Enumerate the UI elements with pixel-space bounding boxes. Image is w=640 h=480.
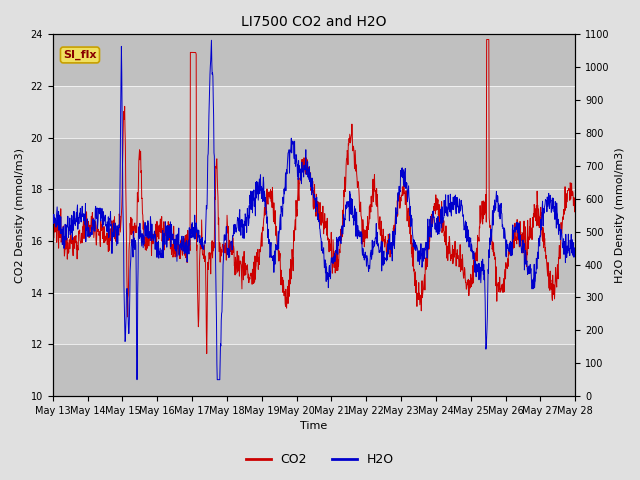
Legend: CO2, H2O: CO2, H2O: [241, 448, 399, 471]
Bar: [52, 138, 575, 190]
Bar: [52, 241, 575, 293]
Bar: [52, 293, 575, 345]
Text: SI_flx: SI_flx: [63, 50, 97, 60]
Y-axis label: H2O Density (mmol/m3): H2O Density (mmol/m3): [615, 147, 625, 283]
Bar: [52, 190, 575, 241]
Y-axis label: CO2 Density (mmol/m3): CO2 Density (mmol/m3): [15, 148, 25, 283]
Bar: [52, 35, 575, 86]
X-axis label: Time: Time: [300, 421, 328, 432]
Bar: [52, 345, 575, 396]
Bar: [52, 86, 575, 138]
Title: LI7500 CO2 and H2O: LI7500 CO2 and H2O: [241, 15, 387, 29]
